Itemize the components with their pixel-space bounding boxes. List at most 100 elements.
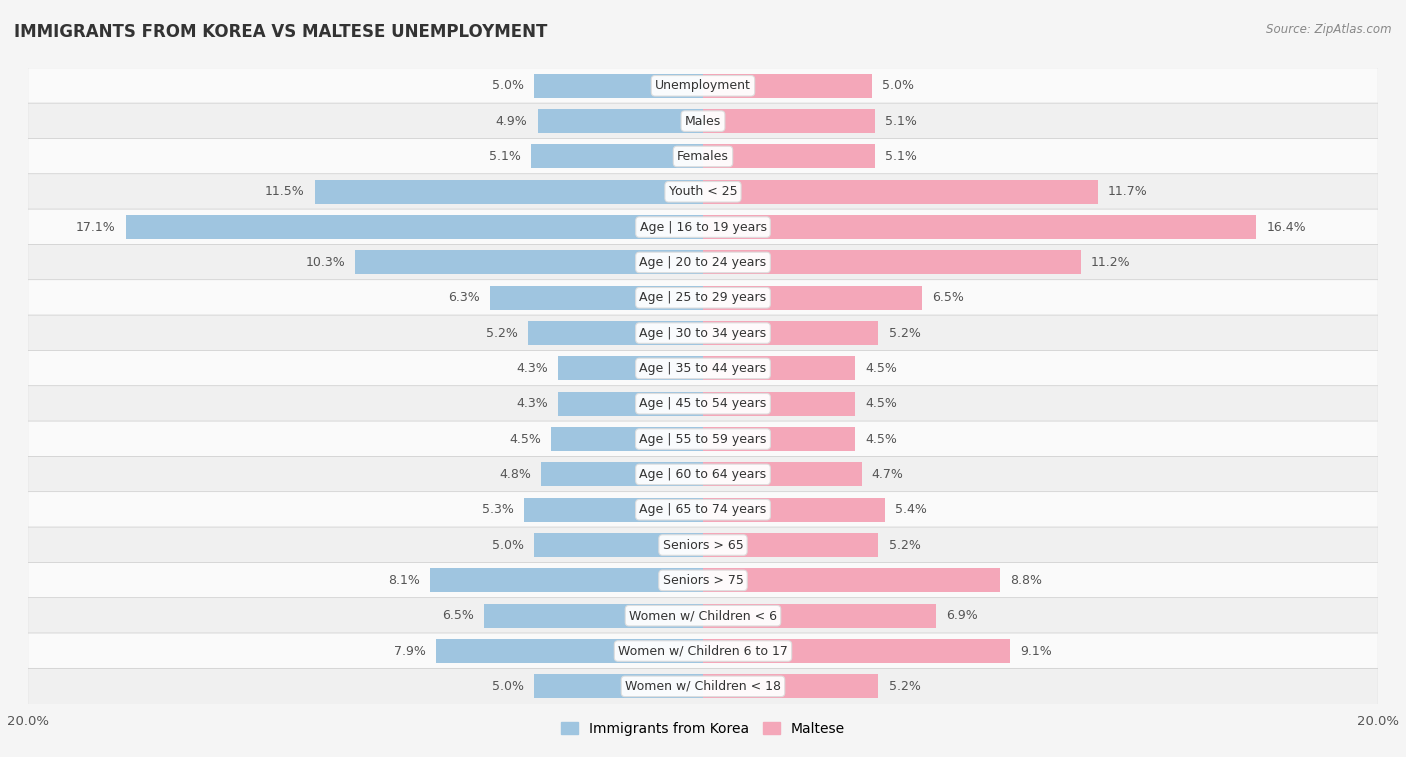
Text: 6.9%: 6.9% xyxy=(946,609,977,622)
Text: 5.2%: 5.2% xyxy=(889,538,921,552)
Bar xyxy=(703,497,886,522)
Bar xyxy=(558,391,703,416)
Text: 8.8%: 8.8% xyxy=(1010,574,1042,587)
Bar xyxy=(703,391,855,416)
FancyBboxPatch shape xyxy=(28,562,1378,598)
Text: Women w/ Children < 6: Women w/ Children < 6 xyxy=(628,609,778,622)
Legend: Immigrants from Korea, Maltese: Immigrants from Korea, Maltese xyxy=(555,716,851,742)
Bar xyxy=(703,179,1098,204)
Text: 5.0%: 5.0% xyxy=(492,680,524,693)
Text: 4.9%: 4.9% xyxy=(496,114,527,128)
Bar xyxy=(558,357,703,381)
Bar xyxy=(484,603,703,628)
FancyBboxPatch shape xyxy=(28,315,1378,351)
Text: 17.1%: 17.1% xyxy=(76,220,115,234)
Text: Unemployment: Unemployment xyxy=(655,79,751,92)
Bar xyxy=(524,497,703,522)
Bar xyxy=(356,251,703,275)
Text: 9.1%: 9.1% xyxy=(1021,644,1052,658)
FancyBboxPatch shape xyxy=(28,527,1378,563)
Text: 5.1%: 5.1% xyxy=(489,150,520,163)
FancyBboxPatch shape xyxy=(28,139,1378,174)
Bar xyxy=(703,639,1010,663)
Text: Seniors > 75: Seniors > 75 xyxy=(662,574,744,587)
Text: Age | 35 to 44 years: Age | 35 to 44 years xyxy=(640,362,766,375)
Bar xyxy=(551,427,703,451)
Text: 4.8%: 4.8% xyxy=(499,468,531,481)
Bar xyxy=(491,285,703,310)
Bar xyxy=(703,603,936,628)
Text: Age | 20 to 24 years: Age | 20 to 24 years xyxy=(640,256,766,269)
FancyBboxPatch shape xyxy=(28,280,1378,316)
Bar xyxy=(527,321,703,345)
Text: 6.5%: 6.5% xyxy=(932,291,965,304)
Text: 5.2%: 5.2% xyxy=(889,326,921,340)
Bar xyxy=(315,179,703,204)
Bar xyxy=(703,674,879,699)
Text: Age | 16 to 19 years: Age | 16 to 19 years xyxy=(640,220,766,234)
Text: Males: Males xyxy=(685,114,721,128)
Bar xyxy=(541,463,703,487)
Text: 8.1%: 8.1% xyxy=(388,574,419,587)
Text: 4.7%: 4.7% xyxy=(872,468,904,481)
Text: Age | 60 to 64 years: Age | 60 to 64 years xyxy=(640,468,766,481)
Text: 5.2%: 5.2% xyxy=(889,680,921,693)
Text: 16.4%: 16.4% xyxy=(1267,220,1306,234)
FancyBboxPatch shape xyxy=(28,103,1378,139)
FancyBboxPatch shape xyxy=(28,174,1378,210)
FancyBboxPatch shape xyxy=(28,598,1378,634)
Bar xyxy=(703,321,879,345)
Bar xyxy=(430,569,703,593)
Bar xyxy=(703,569,1000,593)
Text: IMMIGRANTS FROM KOREA VS MALTESE UNEMPLOYMENT: IMMIGRANTS FROM KOREA VS MALTESE UNEMPLO… xyxy=(14,23,547,41)
Bar xyxy=(531,145,703,169)
Text: Age | 30 to 34 years: Age | 30 to 34 years xyxy=(640,326,766,340)
FancyBboxPatch shape xyxy=(28,633,1378,669)
Bar xyxy=(534,674,703,699)
Bar xyxy=(703,251,1081,275)
FancyBboxPatch shape xyxy=(28,668,1378,704)
Text: 5.0%: 5.0% xyxy=(882,79,914,92)
FancyBboxPatch shape xyxy=(28,456,1378,492)
FancyBboxPatch shape xyxy=(28,421,1378,457)
Text: Source: ZipAtlas.com: Source: ZipAtlas.com xyxy=(1267,23,1392,36)
Text: 11.5%: 11.5% xyxy=(266,185,305,198)
FancyBboxPatch shape xyxy=(28,350,1378,386)
Bar xyxy=(534,533,703,557)
Bar xyxy=(703,285,922,310)
Bar xyxy=(703,145,875,169)
Text: Females: Females xyxy=(678,150,728,163)
Text: 11.7%: 11.7% xyxy=(1108,185,1147,198)
FancyBboxPatch shape xyxy=(28,245,1378,280)
Text: Women w/ Children 6 to 17: Women w/ Children 6 to 17 xyxy=(619,644,787,658)
Text: Age | 55 to 59 years: Age | 55 to 59 years xyxy=(640,432,766,446)
Text: 11.2%: 11.2% xyxy=(1091,256,1130,269)
Bar xyxy=(703,533,879,557)
Text: 5.1%: 5.1% xyxy=(886,150,917,163)
Bar xyxy=(703,357,855,381)
Text: Women w/ Children < 18: Women w/ Children < 18 xyxy=(626,680,780,693)
Text: Age | 45 to 54 years: Age | 45 to 54 years xyxy=(640,397,766,410)
FancyBboxPatch shape xyxy=(28,209,1378,245)
Text: 5.0%: 5.0% xyxy=(492,538,524,552)
Text: 5.0%: 5.0% xyxy=(492,79,524,92)
Text: Youth < 25: Youth < 25 xyxy=(669,185,737,198)
Bar xyxy=(703,463,862,487)
Text: Age | 65 to 74 years: Age | 65 to 74 years xyxy=(640,503,766,516)
Text: 7.9%: 7.9% xyxy=(395,644,426,658)
Text: Seniors > 65: Seniors > 65 xyxy=(662,538,744,552)
Bar xyxy=(703,215,1257,239)
Text: 10.3%: 10.3% xyxy=(305,256,346,269)
Bar xyxy=(703,109,875,133)
Text: 6.3%: 6.3% xyxy=(449,291,481,304)
Text: 4.3%: 4.3% xyxy=(516,397,548,410)
Bar xyxy=(703,73,872,98)
Text: 4.5%: 4.5% xyxy=(865,362,897,375)
Text: 5.4%: 5.4% xyxy=(896,503,927,516)
Text: 4.5%: 4.5% xyxy=(509,432,541,446)
Bar xyxy=(127,215,703,239)
FancyBboxPatch shape xyxy=(28,492,1378,528)
Text: Age | 25 to 29 years: Age | 25 to 29 years xyxy=(640,291,766,304)
FancyBboxPatch shape xyxy=(28,68,1378,104)
Text: 6.5%: 6.5% xyxy=(441,609,474,622)
